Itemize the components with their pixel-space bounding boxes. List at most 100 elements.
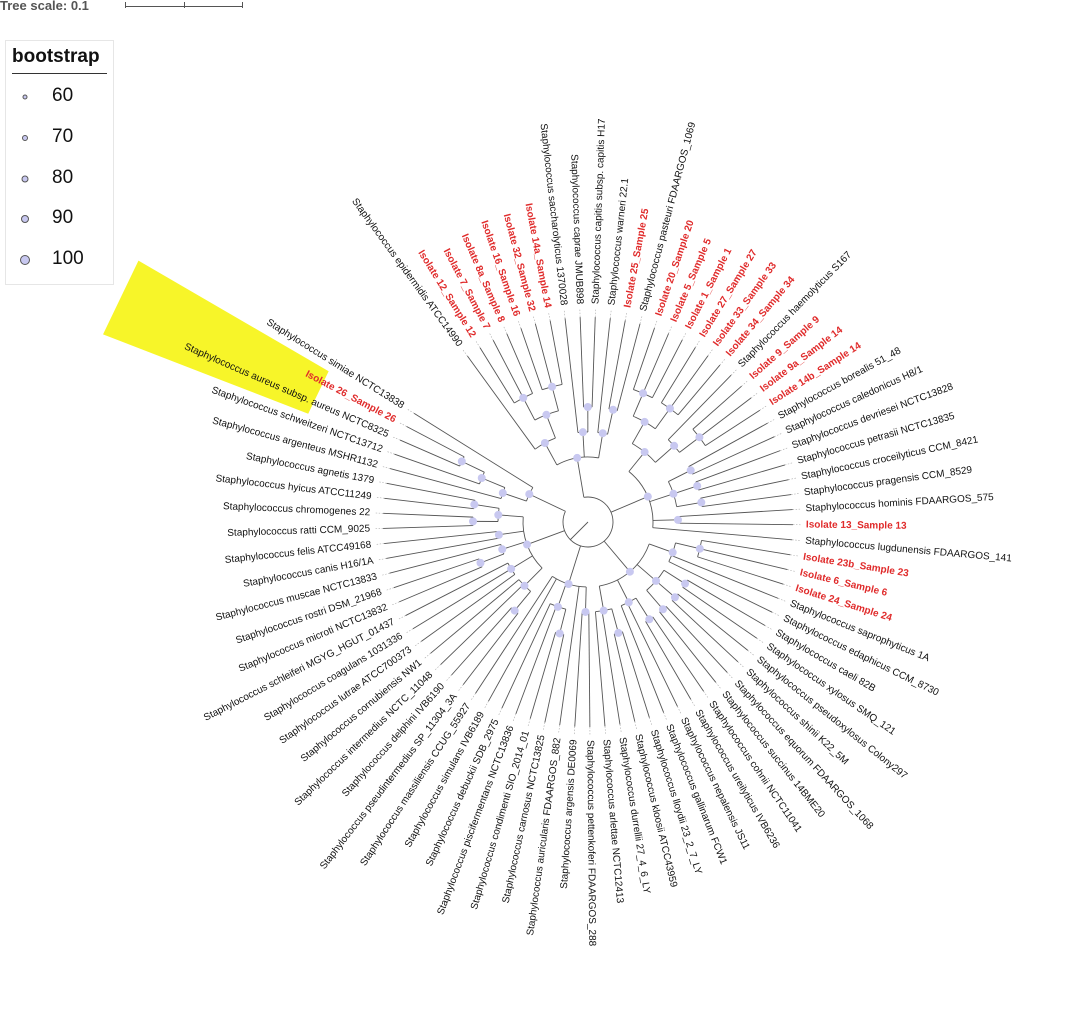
branch-line — [677, 522, 793, 526]
branch-line — [502, 492, 527, 502]
branch-line — [655, 580, 676, 598]
bootstrap-node — [625, 567, 634, 576]
species-label: Staphylococcus capitis subsp. capitis H1… — [590, 118, 608, 304]
leader-line — [703, 691, 709, 699]
bootstrap-dot-icon — [22, 135, 28, 141]
branch-layer — [383, 317, 793, 727]
branch-line — [597, 318, 611, 433]
branch-line — [642, 333, 670, 394]
bootstrap-node — [564, 580, 573, 589]
branch-line — [676, 501, 702, 508]
bootstrap-node — [498, 489, 507, 498]
branch-line — [480, 553, 505, 564]
bootstrap-node — [693, 481, 702, 490]
branch-line — [568, 545, 581, 585]
branch-line — [701, 494, 792, 508]
branch-line — [585, 586, 587, 612]
branch-line — [557, 583, 567, 607]
branch-line — [617, 579, 630, 603]
branch-line — [384, 530, 499, 544]
bootstrap-node — [695, 544, 704, 553]
leader-line — [792, 508, 802, 510]
branch-line — [386, 482, 476, 501]
legend-item: 100 — [6, 248, 113, 272]
branch-line — [386, 537, 500, 559]
bootstrap-node — [697, 498, 706, 507]
leader-line — [532, 315, 536, 324]
branch-line — [646, 589, 664, 610]
branch-line — [631, 421, 645, 444]
isolate-label: Isolate 13_Sample 13 — [806, 519, 907, 531]
bootstrap-node — [457, 457, 466, 466]
bootstrap-dot-icon — [21, 175, 29, 183]
species-label: Staphylococcus epidermidis ATCC14990 — [349, 196, 464, 349]
bootstrap-node — [686, 466, 695, 475]
bootstrap-node — [548, 382, 557, 391]
leader-line — [406, 408, 415, 414]
highlight-layer — [103, 260, 329, 414]
leader-line — [774, 432, 783, 437]
leader-line — [783, 583, 793, 588]
leader-line — [604, 726, 607, 736]
leader-line — [475, 339, 481, 348]
leader-line — [488, 332, 494, 341]
legend-item-label: 100 — [52, 248, 84, 269]
species-label: Staphylococcus ratti CCM_9025 — [227, 523, 371, 538]
branch-line — [520, 328, 543, 390]
leader-line — [375, 543, 385, 545]
leader-line — [715, 682, 722, 690]
branch-line — [492, 340, 524, 399]
bootstrap-node — [598, 429, 607, 438]
branch-line — [601, 610, 621, 725]
leader-line — [771, 611, 781, 617]
bootstrap-node — [573, 453, 582, 462]
bootstrap-node — [520, 581, 529, 590]
branch-line — [677, 593, 749, 651]
bootstrap-node — [643, 492, 652, 501]
branch-line — [692, 385, 742, 430]
branch-line — [506, 333, 533, 394]
branch-line — [529, 493, 566, 512]
branch-line — [514, 591, 531, 611]
leader-line — [390, 601, 400, 606]
leader-line — [461, 348, 468, 357]
branch-line — [498, 530, 524, 536]
leader-line — [634, 721, 638, 731]
leader-line — [398, 422, 407, 427]
legend-item-label: 70 — [52, 126, 74, 147]
leader-line — [385, 587, 394, 591]
branch-line — [399, 566, 483, 603]
branch-line — [413, 412, 534, 488]
leader-line — [747, 650, 756, 657]
leader-line — [457, 684, 464, 692]
leader-line — [690, 699, 696, 708]
branch-line — [421, 574, 516, 642]
leader-line — [649, 717, 653, 727]
bootstrap-node — [695, 433, 704, 442]
bootstrap-node — [669, 489, 678, 498]
branch-line — [461, 460, 485, 473]
branch-line — [462, 612, 519, 685]
branch-line — [705, 409, 761, 447]
bootstrap-node — [519, 393, 528, 402]
legend-title: bootstrap — [12, 46, 100, 67]
bootstrap-node — [523, 540, 532, 549]
branch-line — [632, 393, 644, 417]
bootstrap-node — [469, 517, 478, 526]
leader-line — [730, 368, 738, 376]
bootstrap-node — [581, 607, 590, 616]
branch-line — [665, 606, 728, 673]
branch-line — [660, 347, 696, 403]
branch-line — [645, 621, 692, 700]
branch-line — [620, 605, 665, 713]
branch-line — [608, 320, 626, 409]
branch-line — [474, 504, 500, 509]
branch-line — [673, 485, 698, 495]
legend-item-label: 80 — [52, 167, 74, 188]
legend-item: 80 — [6, 167, 113, 191]
branch-arc — [562, 496, 614, 548]
bootstrap-dot-icon — [21, 215, 29, 223]
leader-line — [381, 465, 391, 469]
bootstrap-node — [540, 438, 549, 447]
branch-line — [610, 496, 649, 513]
